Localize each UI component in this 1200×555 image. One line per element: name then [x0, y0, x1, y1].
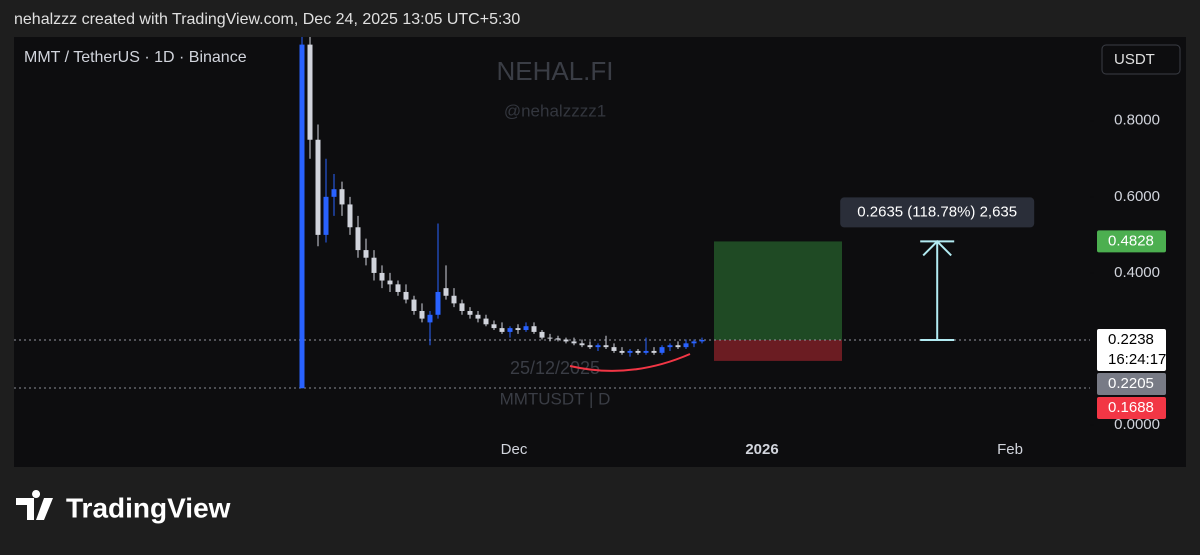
- candle-body: [667, 345, 673, 348]
- candle-body: [355, 227, 361, 251]
- price-label: 0.2238: [1108, 331, 1154, 348]
- price-label-box: [1097, 230, 1166, 253]
- candle-body: [411, 299, 417, 311]
- candle-body: [635, 350, 641, 353]
- candle-body: [339, 189, 345, 205]
- candle-body: [507, 328, 513, 332]
- candle-body: [587, 345, 593, 348]
- candle-body: [299, 44, 305, 389]
- y-tick-label: 0.4000: [1114, 264, 1160, 281]
- candle-body: [307, 44, 313, 140]
- candle-body: [619, 350, 625, 353]
- candle-body: [691, 341, 697, 344]
- candle-body: [387, 280, 393, 285]
- candle-body: [347, 204, 353, 228]
- candle-body: [331, 189, 337, 197]
- arrow-head: [922, 240, 952, 257]
- candle-body: [531, 326, 537, 332]
- candle-body: [571, 341, 577, 344]
- candle-body: [363, 250, 369, 258]
- candle-body: [643, 350, 649, 353]
- price-label-box: [1097, 396, 1166, 419]
- candle-body: [699, 339, 705, 342]
- symbol-title: MMT / TetherUS · 1D · Binance: [24, 49, 247, 66]
- price-label: 0.1688: [1108, 399, 1154, 416]
- candle-body: [379, 272, 385, 281]
- candle-body: [579, 343, 585, 346]
- loss-zone: [714, 339, 842, 361]
- candle-body: [611, 347, 617, 351]
- tradingview-logo: TradingView: [16, 490, 231, 523]
- logo-text: TradingView: [66, 492, 231, 523]
- x-tick-label: Dec: [501, 441, 528, 458]
- candle-body: [475, 314, 481, 319]
- measure-label-box: [840, 197, 1035, 228]
- candle-body: [491, 324, 497, 329]
- candle-body: [403, 291, 409, 300]
- watermark: NEHAL.FI: [496, 56, 613, 86]
- candle-body: [547, 337, 553, 339]
- candle-body: [683, 343, 689, 348]
- candle-body: [627, 350, 633, 353]
- candle-body: [459, 303, 465, 311]
- profit-zone: [714, 241, 842, 340]
- price-label: 0.4828: [1108, 232, 1154, 249]
- candle-body: [659, 347, 665, 353]
- candle-body: [515, 328, 521, 331]
- watermark: @nehalzzzz1: [504, 101, 606, 120]
- watermark: MMTUSDT | D: [500, 389, 611, 408]
- y-tick-label: 0.6000: [1114, 188, 1160, 205]
- chart-panel: [14, 37, 1186, 467]
- candle-body: [555, 338, 561, 340]
- y-tick-label: 0.8000: [1114, 112, 1160, 129]
- candle-body: [603, 345, 609, 348]
- candle-body: [523, 326, 529, 331]
- candle-body: [435, 291, 441, 315]
- candle-body: [539, 331, 545, 338]
- x-tick-label: 2026: [745, 441, 778, 458]
- watermark: 25/12/2025: [510, 358, 600, 378]
- drawn-curve: [569, 353, 691, 372]
- measure-label: 0.2635 (118.78%) 2,635: [857, 203, 1017, 220]
- candle-body: [315, 139, 321, 235]
- candle-body: [595, 345, 601, 348]
- price-label-box: [1097, 372, 1166, 395]
- logo-icon: [16, 490, 53, 520]
- candle-body: [483, 318, 489, 325]
- y-tick-label: 0.0000: [1114, 416, 1160, 433]
- x-tick-label: Feb: [997, 441, 1023, 458]
- currency-label: USDT: [1114, 51, 1155, 68]
- price-label-box: [1097, 328, 1166, 371]
- candle-body: [675, 345, 681, 348]
- price-label: 0.2205: [1108, 375, 1154, 392]
- candle-body: [395, 284, 401, 292]
- candle-body: [563, 339, 569, 342]
- candle-body: [443, 288, 449, 296]
- candle-body: [371, 257, 377, 273]
- candle-body: [323, 196, 329, 235]
- candle-body: [651, 350, 657, 353]
- candle-body: [427, 314, 433, 323]
- price-label-countdown: 16:24:17: [1108, 351, 1166, 368]
- plot: 0.0000 0.4000 0.6000 0.8000 Dec 2026 Feb 0.2635…: [14, 37, 1166, 467]
- candle-body: [499, 328, 505, 332]
- header-text: nehalzzz created with TradingView.com, D…: [14, 11, 520, 28]
- candle-body: [467, 310, 473, 315]
- candle-body: [419, 310, 425, 319]
- currency-button[interactable]: [1101, 44, 1181, 75]
- candle-body: [451, 295, 457, 304]
